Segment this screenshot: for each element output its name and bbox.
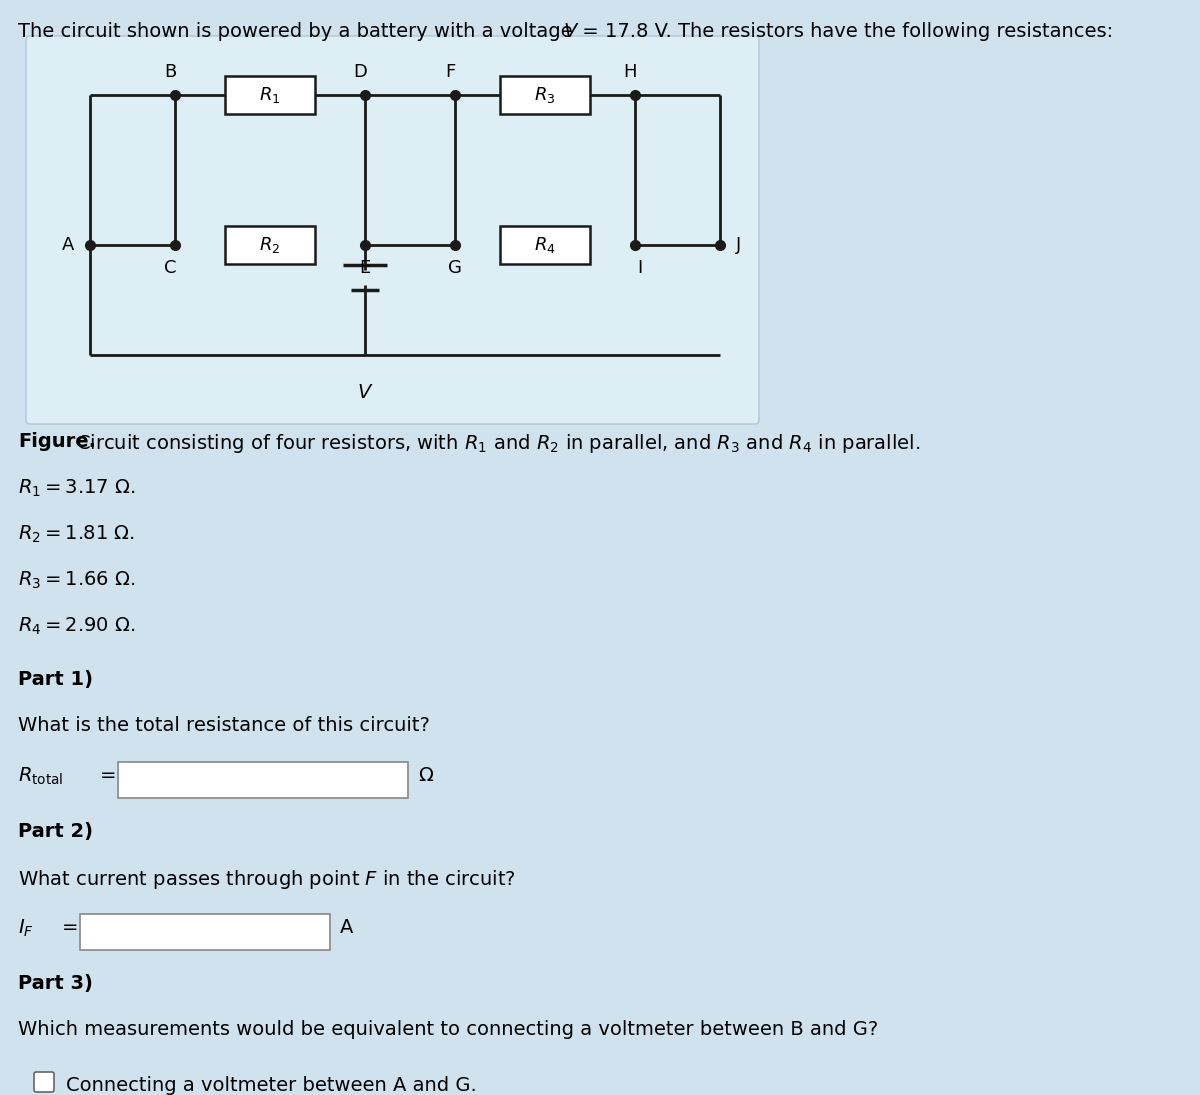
Text: Part 3): Part 3): [18, 973, 92, 993]
Text: $V$: $V$: [356, 383, 373, 402]
Text: $R_4 = 2.90\ \Omega.$: $R_4 = 2.90\ \Omega.$: [18, 616, 136, 637]
Text: C: C: [163, 260, 176, 277]
Text: What is the total resistance of this circuit?: What is the total resistance of this cir…: [18, 716, 430, 735]
Text: Which measurements would be equivalent to connecting a voltmeter between B and G: Which measurements would be equivalent t…: [18, 1021, 878, 1039]
Text: What current passes through point $F$ in the circuit?: What current passes through point $F$ in…: [18, 868, 516, 891]
Text: Part 2): Part 2): [18, 822, 94, 841]
Bar: [500, 76, 590, 114]
Bar: [226, 226, 314, 264]
Bar: [80, 914, 330, 950]
Text: D: D: [353, 64, 367, 81]
Text: B: B: [164, 64, 176, 81]
Text: $R_\mathrm{total}$: $R_\mathrm{total}$: [18, 766, 64, 787]
Text: Connecting a voltmeter between A and G.: Connecting a voltmeter between A and G.: [66, 1076, 476, 1095]
Text: H: H: [623, 64, 637, 81]
Text: $R_3 = 1.66\ \Omega.$: $R_3 = 1.66\ \Omega.$: [18, 570, 136, 591]
Text: $I_F$: $I_F$: [18, 918, 34, 940]
Text: $V$: $V$: [563, 22, 580, 41]
Text: A: A: [340, 918, 353, 937]
Text: $R_3$: $R_3$: [534, 85, 556, 105]
FancyBboxPatch shape: [26, 36, 760, 424]
Text: Part 1): Part 1): [18, 670, 94, 689]
Text: =: =: [62, 918, 78, 937]
Text: =: =: [100, 766, 116, 785]
Text: Figure.: Figure.: [18, 433, 96, 451]
Bar: [118, 762, 408, 798]
Text: $R_4$: $R_4$: [534, 235, 556, 255]
Text: The circuit shown is powered by a battery with a voltage: The circuit shown is powered by a batter…: [18, 22, 578, 41]
Bar: [500, 226, 590, 264]
Text: J: J: [736, 237, 742, 254]
Text: G: G: [448, 260, 462, 277]
Text: A: A: [61, 237, 74, 254]
Text: Circuit consisting of four resistors, with $R_1$ and $R_2$ in parallel, and $R_3: Circuit consisting of four resistors, wi…: [70, 433, 920, 456]
Text: $\Omega$: $\Omega$: [418, 766, 434, 785]
Text: = 17.8 V. The resistors have the following resistances:: = 17.8 V. The resistors have the followi…: [576, 22, 1114, 41]
Text: $R_2$: $R_2$: [259, 235, 281, 255]
Text: $R_1 = 3.17\ \Omega.$: $R_1 = 3.17\ \Omega.$: [18, 479, 136, 499]
Text: E: E: [359, 260, 371, 277]
Bar: [226, 76, 314, 114]
Text: $R_2 = 1.81\ \Omega.$: $R_2 = 1.81\ \Omega.$: [18, 525, 134, 545]
Text: $R_1$: $R_1$: [259, 85, 281, 105]
Text: I: I: [637, 260, 643, 277]
FancyBboxPatch shape: [34, 1072, 54, 1092]
Text: F: F: [445, 64, 455, 81]
